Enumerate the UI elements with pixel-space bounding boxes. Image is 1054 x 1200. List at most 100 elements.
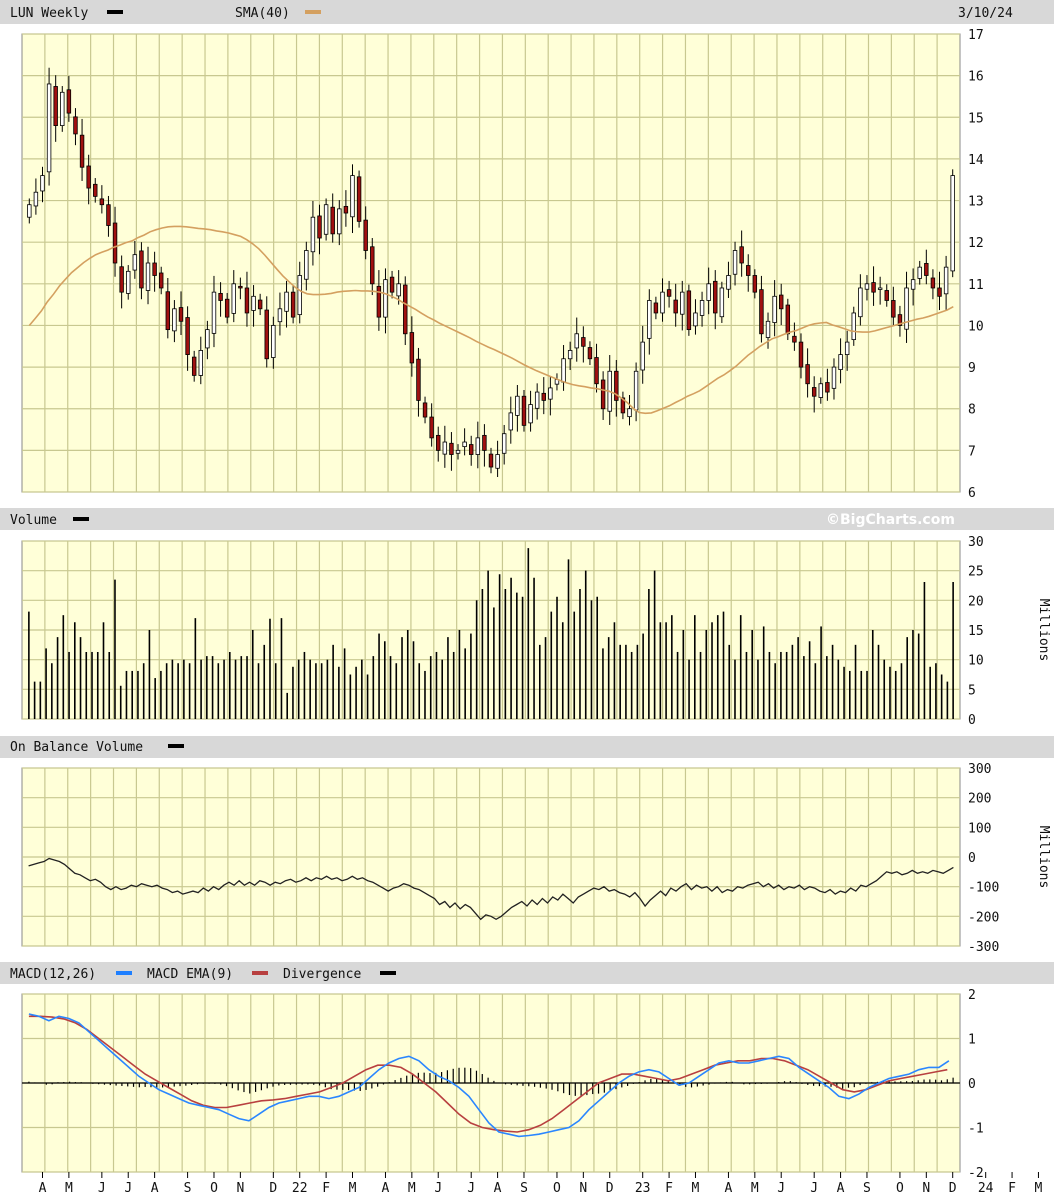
candle-body — [600, 379, 606, 410]
candle-body — [409, 332, 415, 364]
candle-body — [785, 304, 791, 335]
candle-body — [99, 198, 105, 206]
divergence-legend-swatch — [380, 971, 396, 975]
y-tick-label: 16 — [968, 70, 984, 85]
candle-body — [831, 366, 837, 389]
y-tick-label: -2 — [968, 1166, 984, 1181]
candle-body — [858, 287, 863, 318]
candle-body — [864, 283, 870, 290]
candle-body — [620, 397, 626, 414]
x-tick-label: D — [269, 1181, 277, 1196]
candle-body — [238, 285, 243, 289]
candle-body — [614, 370, 619, 401]
candle-body — [337, 208, 342, 235]
x-tick-label: A — [39, 1181, 47, 1196]
candle-body — [86, 165, 91, 189]
y-tick-label: -100 — [968, 881, 999, 896]
candle-body — [726, 275, 731, 290]
y-tick-label: 200 — [968, 792, 991, 807]
candle-body — [739, 246, 744, 264]
y-tick-label: 20 — [968, 594, 984, 609]
obv-title: On Balance Volume — [10, 740, 143, 755]
candle-body — [271, 325, 276, 358]
y-tick-label: 1 — [968, 1033, 976, 1048]
x-tick-label: O — [210, 1181, 218, 1196]
candle-body — [943, 266, 949, 295]
volume-header-band — [0, 508, 1054, 530]
x-tick-label: N — [579, 1181, 587, 1196]
candle-body — [257, 299, 263, 310]
candle-body — [884, 290, 889, 301]
y-tick-label: 300 — [968, 762, 991, 777]
divergence-label: Divergence — [283, 967, 361, 982]
date-label: 3/10/24 — [958, 6, 1013, 21]
x-tick-label: J — [467, 1181, 475, 1196]
volume-title: Volume — [10, 513, 57, 528]
candle-body — [93, 183, 98, 197]
price-header-band — [0, 0, 1054, 24]
candle-body — [647, 300, 652, 339]
candle-body — [653, 302, 659, 314]
candle-body — [284, 291, 289, 312]
candle-body — [488, 453, 494, 468]
candle-body — [205, 329, 210, 349]
x-tick-label: J — [777, 1181, 785, 1196]
obv-header-band — [0, 736, 1054, 758]
macd-line — [28, 1013, 950, 1138]
candle-body — [680, 291, 685, 315]
candle-body — [765, 320, 771, 338]
x-tick-label: 22 — [292, 1181, 308, 1196]
candle-body — [950, 175, 955, 272]
candle-body — [403, 284, 408, 335]
x-tick-label: A — [725, 1181, 733, 1196]
candle-body — [640, 341, 645, 371]
y-tick-label: 10 — [968, 319, 984, 334]
x-tick-label: M — [751, 1181, 759, 1196]
candle-body — [389, 276, 395, 293]
candle-body — [732, 250, 738, 275]
candle-body — [587, 347, 593, 360]
x-tick-label: J — [124, 1181, 132, 1196]
y-tick-label: 12 — [968, 236, 984, 251]
price-header: LUN Weekly SMA(40) 3/10/24 — [0, 0, 1054, 24]
candle-body — [746, 265, 751, 276]
x-tick-label: A — [837, 1181, 845, 1196]
y-tick-label: -300 — [968, 940, 999, 955]
sma-label: SMA(40) — [235, 6, 290, 21]
candle-body — [534, 391, 540, 409]
macd-header: MACD(12,26) MACD EMA(9) Divergence — [0, 962, 1054, 984]
candle-body — [528, 404, 533, 424]
candle-body — [185, 317, 190, 356]
candle-body — [330, 206, 335, 235]
candle-body — [891, 300, 896, 318]
candle-body — [79, 134, 85, 168]
candle-body — [462, 441, 467, 448]
y-tick-label: 0 — [968, 713, 976, 728]
candle-body — [231, 283, 236, 314]
candle-body — [416, 358, 421, 401]
candle-body — [350, 175, 355, 218]
x-tick-label: J — [434, 1181, 442, 1196]
candle-body — [501, 433, 507, 454]
candle-body — [172, 308, 177, 332]
y-tick-label: 5 — [968, 683, 976, 698]
candle-body — [897, 314, 903, 326]
candle-body — [574, 333, 579, 349]
candle-body — [594, 357, 599, 385]
candle-body — [482, 434, 487, 451]
y-tick-label: 30 — [968, 535, 984, 550]
candle-body — [508, 412, 514, 431]
y-tick-label: 14 — [968, 153, 984, 168]
candle-body — [376, 285, 382, 318]
candle-body — [752, 275, 758, 293]
candle-body — [937, 287, 942, 297]
obv-line — [28, 857, 954, 921]
x-tick-label: A — [494, 1181, 502, 1196]
candle-body — [924, 263, 929, 276]
candle-body — [290, 291, 296, 318]
sma-line — [28, 225, 954, 415]
candle-body — [811, 387, 817, 397]
candle-body — [792, 335, 797, 343]
y-tick-label: 9 — [968, 361, 976, 376]
